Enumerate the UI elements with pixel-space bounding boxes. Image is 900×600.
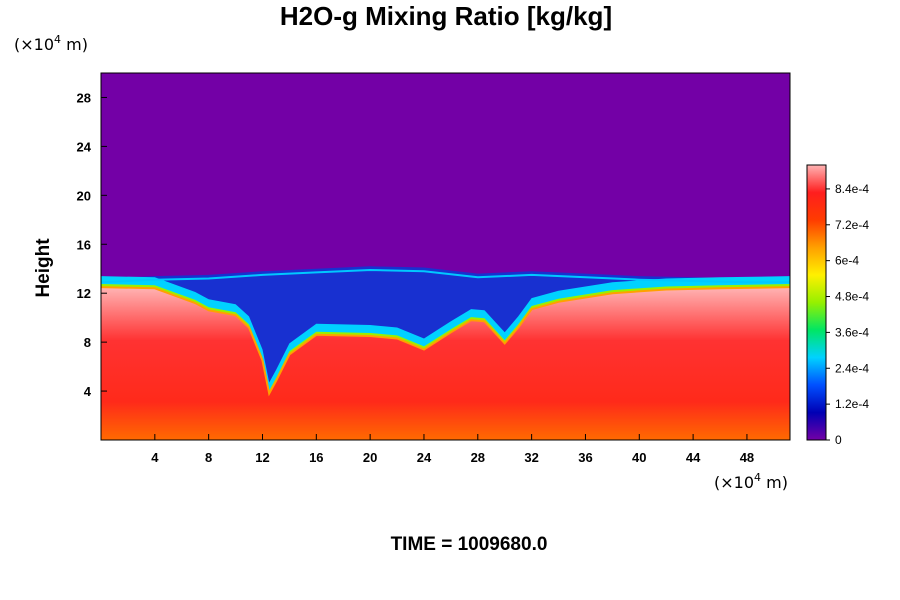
y-axis-ticks: 4 8 12 16 20 24 28	[77, 90, 107, 399]
plot-area	[100, 72, 791, 441]
plot-frame	[100, 72, 791, 441]
y-tick-label: 20	[77, 188, 91, 203]
x-axis-ticks: 4 8 12 16 20 24 28 32 36 40 44 48	[151, 434, 754, 465]
x-tick-label: 36	[578, 450, 592, 465]
x-tick-label: 40	[632, 450, 646, 465]
y-axis-label: Height	[33, 238, 54, 298]
colorbar-tick-label: 8.4e-4	[835, 182, 869, 196]
chart-title: H2O-g Mixing Ratio [kg/kg]	[280, 1, 612, 31]
colorbar-tick-label: 3.6e-4	[835, 325, 869, 339]
colorbar-tick-label: 0	[835, 433, 842, 447]
colorbar-tick-label: 4.8e-4	[835, 290, 869, 304]
y-tick-label: 24	[77, 139, 92, 154]
time-label: TIME = 1009680.0	[391, 534, 548, 555]
colorbar: 0 1.2e-4 2.4e-4 3.6e-4 4.8e-4 6e-4 7.2e-4 8.4e-…	[806, 164, 869, 447]
y-tick-label: 4	[84, 384, 92, 399]
x-axis-unit-prefix: (×10	[714, 473, 754, 492]
moist-layer-top-line	[101, 286, 790, 397]
y-tick-label: 12	[77, 286, 91, 301]
cloud-top-line	[101, 268, 790, 284]
x-tick-label: 12	[255, 450, 269, 465]
moist-layer	[101, 287, 790, 440]
x-tick-label: 20	[363, 450, 377, 465]
colorbar-tick-label: 2.4e-4	[835, 361, 869, 375]
y-axis-unit-exponent: 4	[54, 33, 61, 46]
x-tick-label: 28	[471, 450, 485, 465]
x-tick-label: 48	[740, 450, 754, 465]
x-tick-label: 32	[524, 450, 538, 465]
colorbar-tick-label: 7.2e-4	[835, 218, 869, 232]
x-tick-label: 24	[417, 450, 432, 465]
y-axis-unit: (×104 m)	[14, 33, 88, 54]
y-axis-unit-prefix: (×10	[14, 35, 54, 54]
colorbar-tick-label: 6e-4	[835, 254, 859, 268]
x-tick-label: 4	[151, 450, 159, 465]
colorbar-ticks: 0 1.2e-4 2.4e-4 3.6e-4 4.8e-4 6e-4 7.2e-4 8.4e-…	[826, 182, 869, 447]
colorbar-gradient	[806, 164, 827, 441]
y-axis-unit-suffix: m)	[61, 35, 88, 54]
x-axis-unit-exponent: 4	[754, 471, 761, 484]
x-tick-label: 16	[309, 450, 323, 465]
x-axis-unit-suffix: m)	[761, 473, 788, 492]
y-tick-label: 8	[84, 335, 91, 350]
colorbar-tick-label: 1.2e-4	[835, 397, 869, 411]
x-tick-label: 8	[205, 450, 212, 465]
x-axis-unit: (×104 m)	[714, 471, 788, 492]
x-tick-label: 44	[686, 450, 701, 465]
y-tick-label: 28	[77, 90, 91, 105]
y-tick-label: 16	[77, 237, 91, 252]
